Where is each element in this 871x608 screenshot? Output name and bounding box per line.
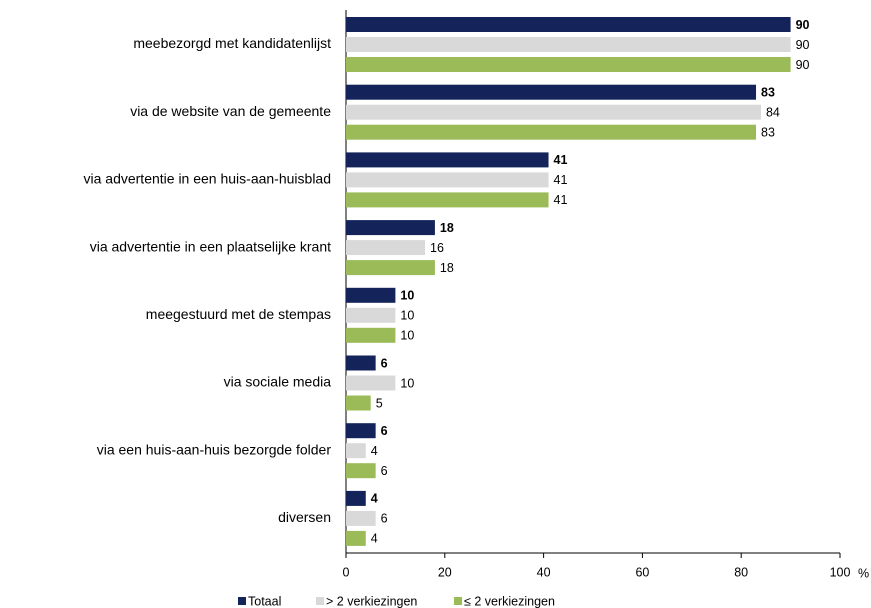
bar: [346, 355, 376, 371]
legend-swatch: [316, 597, 324, 605]
bar: [346, 124, 757, 140]
bar: [346, 530, 366, 546]
value-label: 4: [371, 444, 378, 458]
bar: [346, 490, 366, 506]
x-axis-unit: %: [858, 566, 869, 580]
bar: [346, 443, 366, 459]
value-label: 41: [554, 153, 568, 167]
value-label: 5: [376, 396, 383, 410]
bar: [346, 37, 791, 52]
bar: [346, 423, 376, 439]
value-label: 10: [400, 289, 414, 303]
bar: [346, 220, 435, 236]
value-label: 16: [430, 241, 444, 255]
category-label: meegestuurd met de stempas: [146, 306, 331, 322]
category-label: diversen: [278, 509, 331, 525]
bar: [346, 463, 376, 479]
value-label: 10: [400, 329, 414, 343]
value-label: 4: [371, 492, 378, 506]
value-label: 83: [761, 125, 775, 139]
bar: [346, 17, 791, 32]
value-label: 6: [381, 424, 388, 438]
category-label: meebezorgd met kandidatenlijst: [133, 35, 331, 51]
bar: [346, 307, 396, 323]
value-label: 90: [796, 38, 810, 52]
legend-swatch: [454, 597, 462, 605]
x-tick-label: 40: [537, 565, 551, 579]
value-label: 4: [371, 532, 378, 546]
bar: [346, 510, 376, 526]
category-label: via advertentie in een plaatselijke kran…: [90, 238, 331, 254]
bar: [346, 240, 426, 256]
value-label: 41: [554, 173, 568, 187]
category-label: via de website van de gemeente: [130, 103, 331, 119]
x-tick-label: 60: [635, 565, 649, 579]
value-label: 10: [400, 309, 414, 323]
bar: [346, 192, 549, 208]
value-label: 90: [796, 18, 810, 32]
bar: [346, 172, 549, 188]
value-label: 84: [766, 105, 780, 119]
x-tick-label: 0: [343, 565, 350, 579]
legend-swatch: [238, 597, 246, 605]
value-label: 10: [400, 376, 414, 390]
value-label: 18: [440, 261, 454, 275]
category-label: via sociale media: [224, 374, 332, 390]
bar: [346, 260, 435, 276]
bar: [346, 395, 371, 411]
value-label: 18: [440, 221, 454, 235]
value-label: 90: [796, 58, 810, 72]
bar: [346, 327, 396, 343]
value-label: 6: [381, 464, 388, 478]
legend-label: Totaal: [248, 594, 281, 608]
x-tick-label: 20: [438, 565, 452, 579]
x-tick-label: 100: [830, 565, 851, 579]
legend-label: ≤ 2 verkiezingen: [464, 594, 555, 608]
bar: [346, 57, 791, 72]
bar: [346, 375, 396, 391]
value-label: 6: [381, 512, 388, 526]
bar: [346, 104, 761, 120]
bar: [346, 152, 549, 168]
category-label: via een huis-aan-huis bezorgde folder: [97, 441, 332, 457]
bar: [346, 84, 757, 100]
category-label: via advertentie in een huis-aan-huisblad: [84, 171, 332, 187]
value-label: 6: [381, 356, 388, 370]
value-label: 83: [761, 85, 775, 99]
legend-label: > 2 verkiezingen: [326, 594, 417, 608]
value-label: 41: [554, 193, 568, 207]
x-tick-label: 80: [734, 565, 748, 579]
bar: [346, 287, 396, 303]
